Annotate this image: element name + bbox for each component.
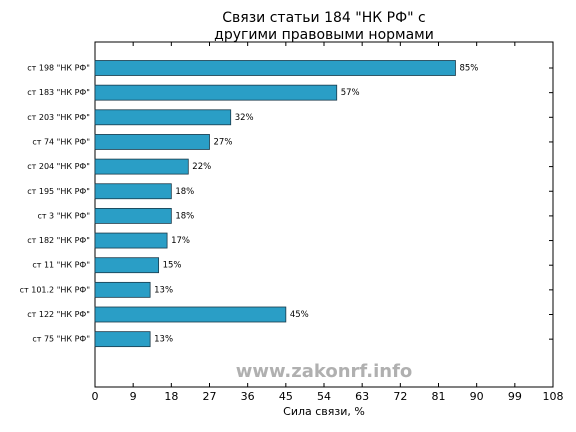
watermark: www.zakonrf.info: [236, 361, 413, 382]
value-label: 17%: [171, 236, 190, 246]
bar: [94, 60, 456, 76]
bar: [94, 281, 151, 298]
bar: [94, 331, 151, 348]
chart-title: другими правовыми нормами: [214, 27, 434, 43]
y-tick-label: ст 182 "НК РФ": [27, 236, 90, 245]
value-label: 27%: [214, 137, 233, 147]
x-tick-label: 27: [203, 390, 217, 403]
value-label: 45%: [290, 310, 309, 320]
x-tick-label: 54: [317, 390, 331, 403]
x-tick-label: 81: [432, 390, 446, 403]
value-label: 22%: [192, 162, 211, 172]
x-tick-label: 0: [92, 390, 99, 403]
x-tick-label: 63: [355, 390, 369, 403]
value-label: 57%: [341, 88, 360, 98]
bar: [94, 306, 287, 323]
chart-title: Связи статьи 184 "НК РФ" с: [222, 10, 425, 26]
x-tick-label: 90: [470, 390, 484, 403]
bar: [94, 232, 168, 249]
value-label: 18%: [175, 211, 194, 221]
value-label: 18%: [175, 187, 194, 197]
y-tick-label: ст 198 "НК РФ": [27, 64, 90, 73]
x-tick-label: 36: [241, 390, 255, 403]
x-tick-label: 99: [508, 390, 522, 403]
y-tick-label: ст 75 "НК РФ": [32, 335, 90, 344]
y-tick-label: ст 203 "НК РФ": [27, 113, 90, 122]
bar: [94, 109, 232, 126]
value-label: 13%: [154, 335, 173, 345]
y-tick-label: ст 195 "НК РФ": [27, 187, 90, 196]
bar: [94, 158, 189, 175]
y-tick-label: ст 204 "НК РФ": [27, 162, 90, 171]
y-tick-label: ст 11 "НК РФ": [32, 261, 90, 270]
bar: [94, 84, 338, 101]
y-tick-label: ст 3 "НК РФ": [37, 211, 90, 220]
x-tick-label: 18: [164, 390, 178, 403]
y-tick-label: ст 74 "НК РФ": [32, 137, 90, 146]
value-label: 15%: [163, 261, 182, 271]
value-label: 32%: [235, 113, 254, 123]
y-tick-label: ст 183 "НК РФ": [27, 88, 90, 97]
y-tick-label: ст 122 "НК РФ": [27, 310, 90, 319]
value-label: 85%: [459, 64, 478, 74]
bar: [94, 183, 172, 200]
x-tick-label: 72: [393, 390, 407, 403]
x-tick-label: 45: [279, 390, 293, 403]
bar: [94, 134, 210, 150]
bar: [94, 257, 160, 274]
value-label: 13%: [154, 285, 173, 295]
x-tick-label: 108: [543, 390, 564, 403]
x-tick-label: 9: [130, 390, 137, 403]
bar: [94, 207, 172, 224]
y-tick-label: ст 101.2 "НК РФ": [20, 285, 90, 294]
x-axis-label: Сила связи, %: [283, 405, 365, 418]
